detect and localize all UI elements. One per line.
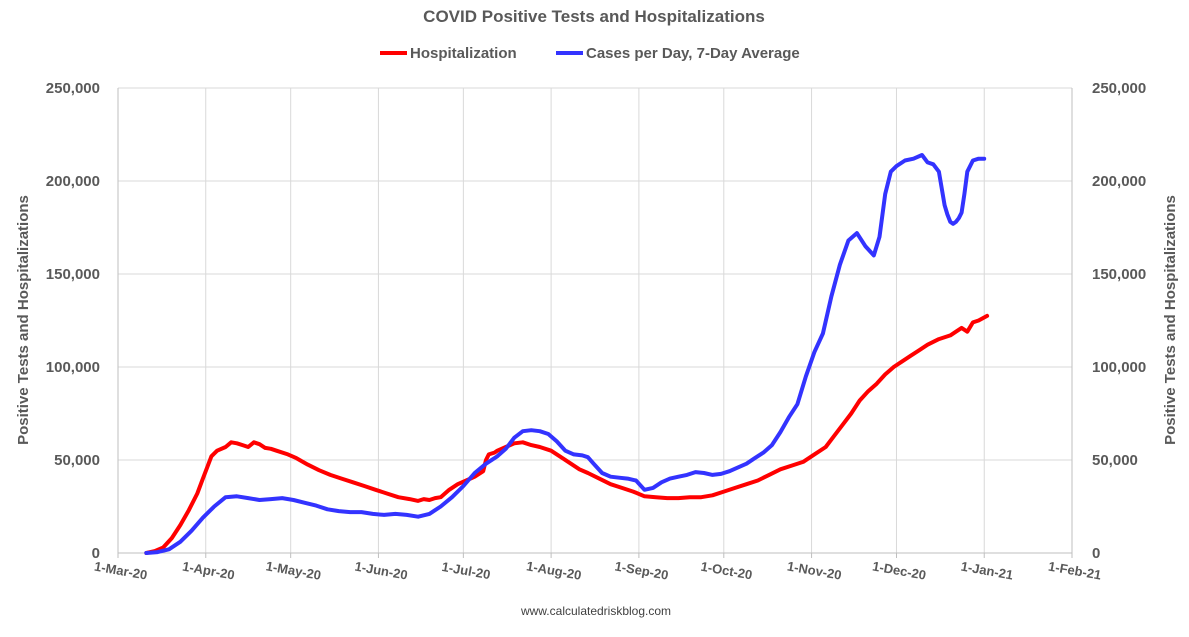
chart-title: COVID Positive Tests and Hospitalization… xyxy=(423,7,765,26)
axes xyxy=(117,88,1073,558)
series-line-cases xyxy=(144,153,987,555)
y-tick-label-right: 150,000 xyxy=(1092,266,1146,283)
y-tick-label-left: 0 xyxy=(92,545,100,562)
series-lines xyxy=(144,153,990,555)
y-axis-left-label: Positive Tests and Hospitalizations xyxy=(15,195,32,445)
y-tick-label-right: 50,000 xyxy=(1092,452,1138,469)
series-line-hospitalization xyxy=(144,313,990,555)
gridlines xyxy=(118,87,1073,553)
y-tick-label-right: 200,000 xyxy=(1092,173,1146,190)
y-axis-left-ticks: 0 50,000 100,000 150,000 200,000 250,000 xyxy=(46,80,100,562)
y-tick-label-left: 50,000 xyxy=(54,452,100,469)
y-tick-label-right: 0 xyxy=(1092,545,1100,562)
y-axis-right-label: Positive Tests and Hospitalizations xyxy=(1162,195,1179,445)
legend: Hospitalization Cases per Day, 7-Day Ave… xyxy=(380,45,800,62)
y-tick-label-left: 200,000 xyxy=(46,173,100,190)
y-tick-label-left: 150,000 xyxy=(46,266,100,283)
y-tick-label-right: 100,000 xyxy=(1092,359,1146,376)
legend-label-cases: Cases per Day, 7-Day Average xyxy=(586,45,800,62)
legend-label-hospitalization: Hospitalization xyxy=(410,45,517,62)
y-tick-label-right: 250,000 xyxy=(1092,80,1146,97)
y-axis-right-ticks: 0 50,000 100,000 150,000 200,000 250,000 xyxy=(1092,80,1146,562)
y-tick-label-left: 100,000 xyxy=(46,359,100,376)
y-tick-label-left: 250,000 xyxy=(46,80,100,97)
footer-source: www.calculatedriskblog.com xyxy=(520,604,671,618)
